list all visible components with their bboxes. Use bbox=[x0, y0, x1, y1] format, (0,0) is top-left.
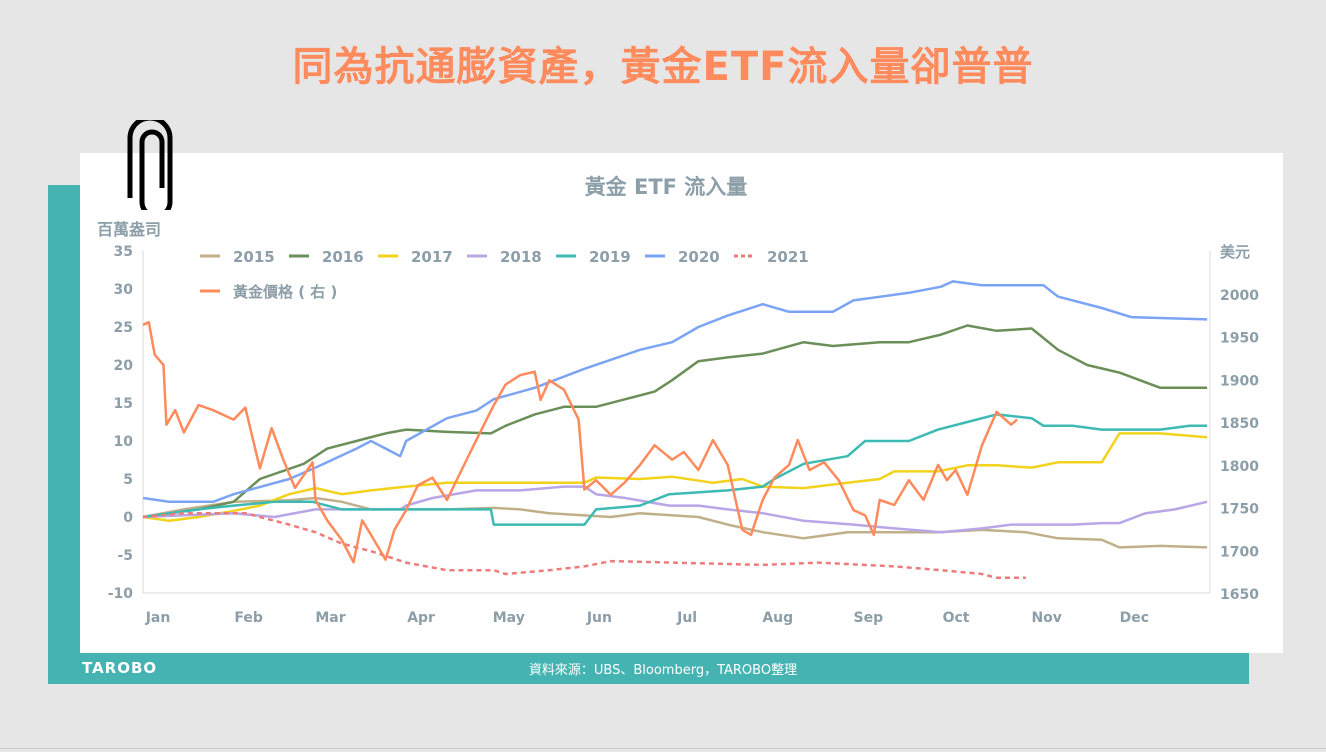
series-line-2017 bbox=[142, 432, 1208, 523]
y2-tick-label: 1650 bbox=[1220, 587, 1259, 603]
x-tick-label: Feb bbox=[234, 610, 263, 626]
x-tick-label: Apr bbox=[407, 610, 435, 626]
series-line-2019 bbox=[142, 413, 1208, 526]
series-line-2016 bbox=[142, 324, 1208, 519]
y-tick-label: 30 bbox=[114, 282, 134, 298]
headline: 同為抗通膨資產，黃金ETF流入量卻普普 bbox=[292, 44, 1034, 90]
series-line-2020 bbox=[142, 280, 1208, 504]
x-tick-label: Jul bbox=[676, 610, 697, 626]
x-tick-label: Jan bbox=[145, 610, 171, 626]
legend-label: 2016 bbox=[322, 248, 364, 266]
x-tick-label: Jun bbox=[586, 610, 612, 626]
series-line-2018 bbox=[142, 485, 1208, 534]
legend-label: 2017 bbox=[411, 248, 453, 266]
y-tick-label: 25 bbox=[114, 320, 133, 336]
y2-tick-label: 2000 bbox=[1220, 288, 1259, 304]
y-tick-label: 35 bbox=[114, 244, 133, 260]
x-tick-label: May bbox=[493, 610, 525, 626]
y-tick-label: 10 bbox=[114, 434, 134, 450]
legend-label: 黃金價格 ( 右 ) bbox=[233, 283, 337, 301]
y2-tick-label: 1950 bbox=[1220, 331, 1259, 347]
series-line-黃金價格(右) bbox=[142, 320, 1018, 564]
y-tick-label: -5 bbox=[117, 548, 133, 564]
legend-label: 2021 bbox=[767, 248, 809, 266]
chart-card bbox=[80, 153, 1283, 653]
tarobo-logo: TAROBO bbox=[82, 659, 158, 677]
x-tick-label: Sep bbox=[854, 610, 884, 626]
series-line-2021 bbox=[142, 511, 1026, 580]
chart-title: 黃金 ETF 流入量 bbox=[585, 175, 748, 199]
legend-label: 2018 bbox=[500, 248, 542, 266]
y2-tick-label: 1750 bbox=[1220, 502, 1259, 518]
source-note: 資料來源：UBS、Bloomberg，TAROBO整理 bbox=[528, 663, 798, 678]
legend-label: 2020 bbox=[678, 248, 720, 266]
series-line-2015 bbox=[142, 496, 1208, 549]
y-axis-label: 百萬盎司 bbox=[97, 220, 161, 239]
y-tick-label: 0 bbox=[123, 510, 133, 526]
x-tick-label: Dec bbox=[1120, 610, 1149, 626]
y-tick-label: 15 bbox=[114, 396, 133, 412]
y-tick-label: -10 bbox=[108, 586, 134, 602]
y-tick-label: 5 bbox=[123, 472, 133, 488]
y-tick-label: 20 bbox=[114, 358, 134, 374]
x-tick-label: Nov bbox=[1031, 610, 1061, 626]
y2-axis-label: 美元 bbox=[1220, 243, 1250, 261]
y2-tick-label: 1800 bbox=[1220, 459, 1259, 475]
y2-tick-label: 1850 bbox=[1220, 416, 1259, 432]
legend-label: 2019 bbox=[589, 248, 631, 266]
y2-tick-label: 1900 bbox=[1220, 373, 1259, 389]
y2-tick-label: 1700 bbox=[1220, 544, 1259, 560]
x-tick-label: Oct bbox=[943, 610, 970, 626]
x-tick-label: Mar bbox=[315, 610, 345, 626]
x-tick-label: Aug bbox=[762, 610, 793, 626]
divider bbox=[0, 748, 1326, 749]
legend-label: 2015 bbox=[233, 248, 275, 266]
